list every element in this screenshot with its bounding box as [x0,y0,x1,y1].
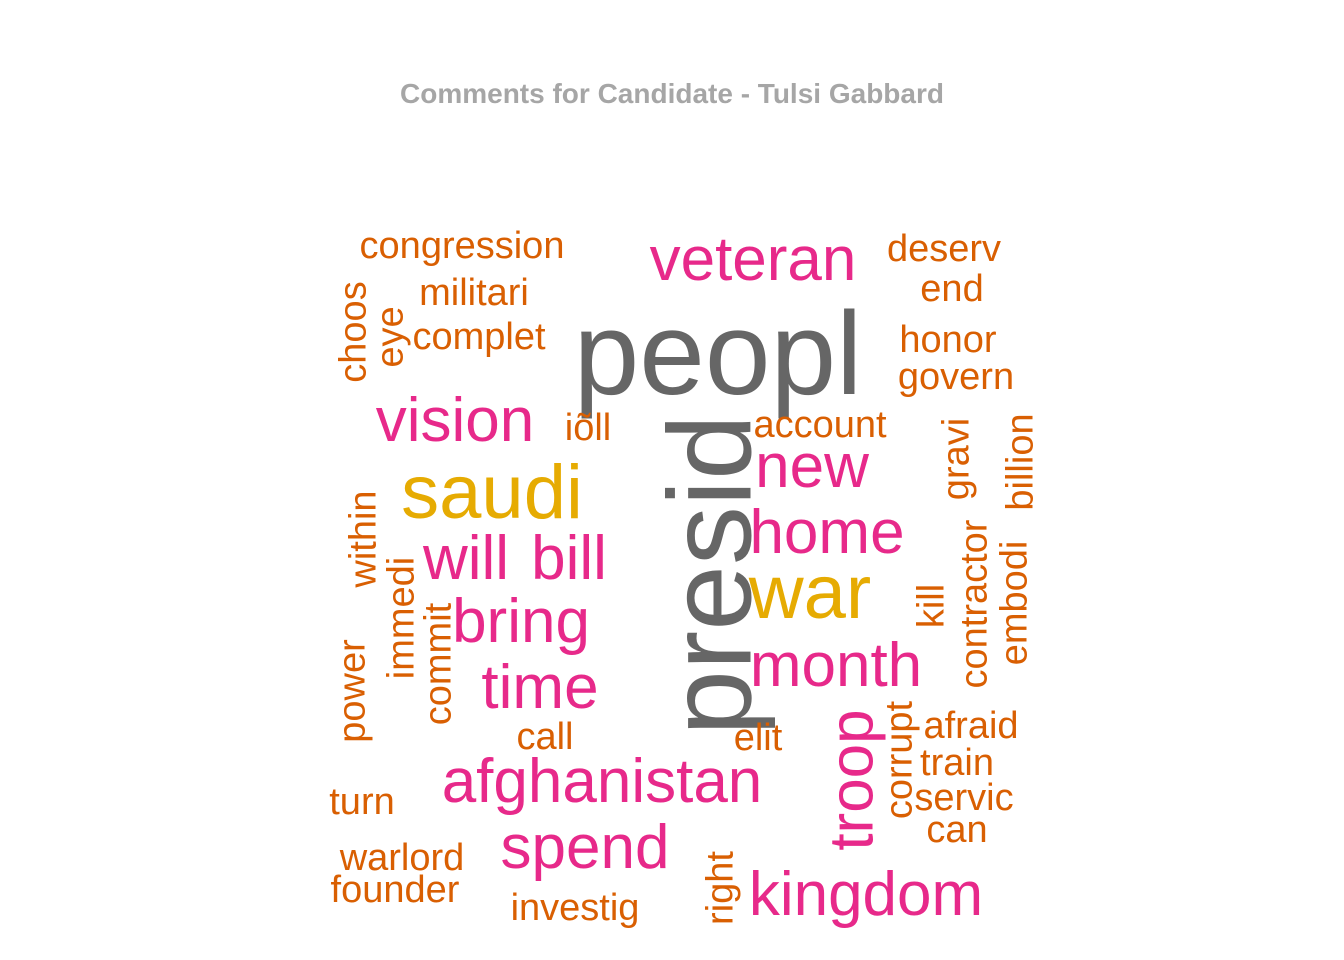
word-contractor: contractor [954,519,996,688]
word-deserv: deserv [887,228,1001,270]
word-servic: servic [914,777,1013,819]
word-peopl: peopl [574,288,863,420]
word-within: within [343,490,385,588]
word-afraid: afraid [923,705,1018,747]
word-congression: congression [360,225,565,267]
word-elit: elit [734,717,783,759]
word-investig: investig [511,887,640,929]
word-immedi: immedi [381,557,423,679]
word-time: time [481,653,598,722]
word-month: month [750,631,922,700]
word-complet: complet [412,316,545,358]
word-commit: commit [418,602,460,725]
word-corrupt: corrupt [879,700,921,819]
word-end: end [920,268,983,310]
word-kill: kill [911,584,953,628]
word-right: right [700,851,742,925]
word-honor: honor [899,319,997,361]
word-bill: bill [531,524,607,593]
word-bring: bring [452,587,590,656]
word-afghanistan: afghanistan [442,747,763,816]
word-will: will [422,524,509,593]
word-vision: vision [376,386,535,455]
word-turn: turn [329,781,394,823]
word-spend: spend [501,813,670,882]
word-veteran: veteran [650,225,857,294]
chart-title: Comments for Candidate - Tulsi Gabbard [400,78,944,109]
word-billion: billion [1000,413,1042,510]
word-gravi: gravi [936,418,978,500]
word-eye: eye [370,306,412,367]
word-govern: govern [898,356,1014,398]
word-troop: troop [817,709,886,850]
word-kingdom: kingdom [749,860,983,929]
word-power: power [332,639,374,743]
word-home: home [749,498,904,567]
word-choos: choos [333,281,375,382]
word-founder: founder [331,869,460,911]
word-train: train [920,742,994,784]
word-embodi: embodi [994,541,1036,666]
word-iõll: iõll [565,407,611,449]
word-call: call [516,716,573,758]
word-militari: militari [419,272,529,314]
word-war: war [748,550,871,635]
word-warlord: warlord [339,837,465,879]
word-account: account [753,404,887,446]
word-can: can [926,809,987,851]
word-new: new [755,432,869,501]
word-saudi: saudi [401,450,583,535]
word-presid: presid [644,414,776,735]
